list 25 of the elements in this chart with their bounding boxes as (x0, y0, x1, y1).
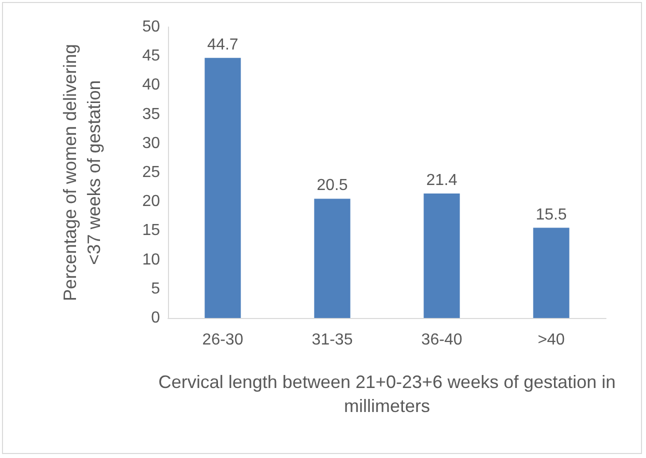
y-tick-label: 0 (151, 310, 160, 326)
y-tick-label: 20 (142, 193, 160, 210)
bar (424, 193, 460, 318)
y-tick-label: 50 (142, 18, 160, 36)
y-tick-label: 10 (142, 251, 160, 268)
y-tick-label: 45 (142, 48, 160, 65)
y-tick-label: 30 (142, 134, 160, 152)
data-label: 20.5 (316, 177, 348, 194)
data-label: 15.5 (536, 206, 567, 224)
x-tick-label: 36-40 (421, 332, 462, 348)
x-tick-label: >40 (538, 332, 565, 348)
bar (533, 228, 570, 318)
y-axis-title: Percentage of women delivering <37 weeks of gestation (60, 44, 104, 302)
bar (314, 198, 350, 318)
y-tick-label: 35 (142, 106, 160, 123)
y-tick-label: 40 (142, 76, 160, 94)
data-label: 21.4 (426, 172, 458, 189)
y-tick-label: 5 (151, 280, 160, 298)
x-tick-label: 26-30 (202, 332, 244, 348)
x-axis-title: Cervical length between 21+0-23+6 weeks of gestation in millimeters (158, 372, 616, 416)
bar (204, 58, 241, 318)
x-tick-label: 31-35 (312, 332, 353, 348)
data-label: 44.7 (207, 36, 238, 54)
y-tick-label: 25 (142, 164, 160, 181)
y-tick-label: 15 (142, 222, 160, 240)
